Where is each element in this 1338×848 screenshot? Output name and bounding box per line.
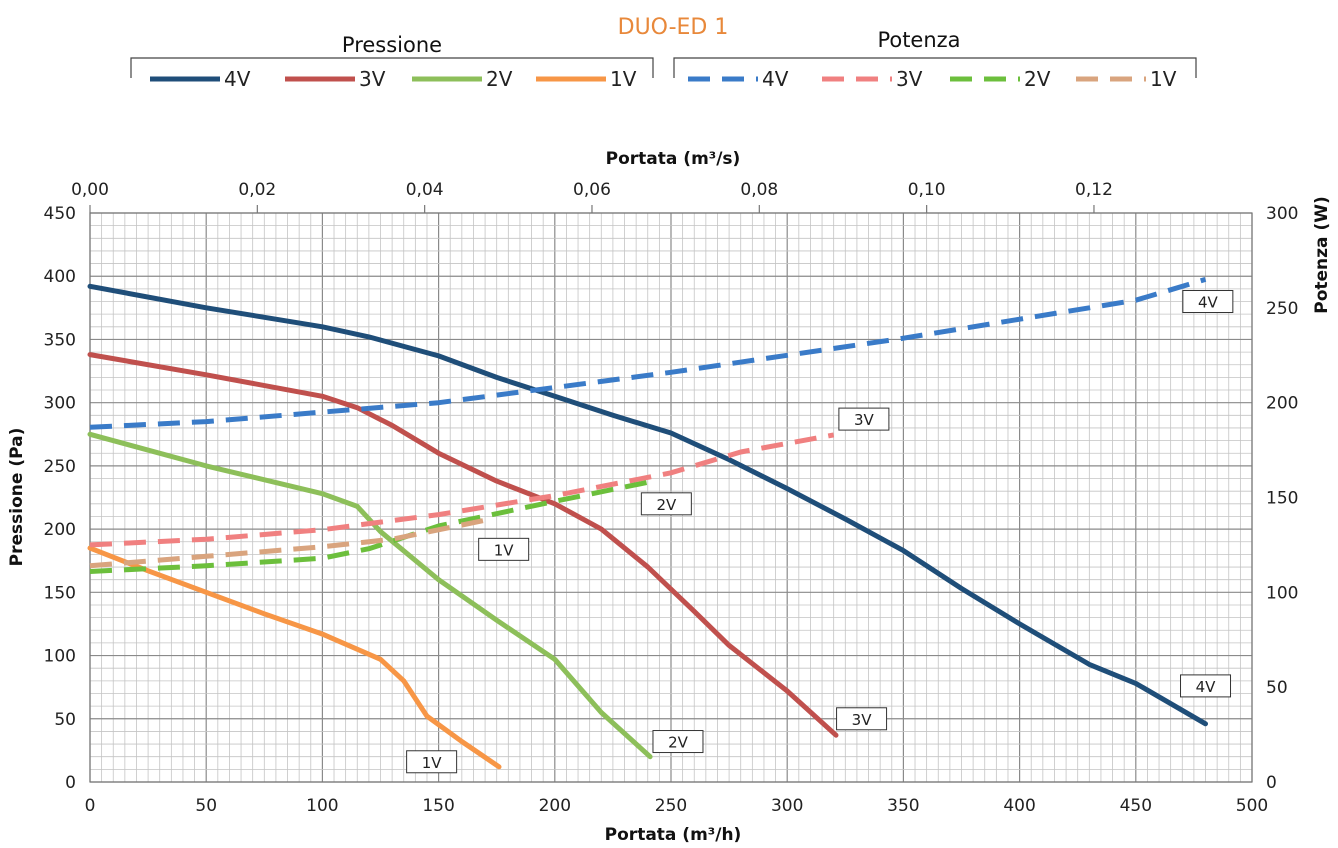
y-right-tick-label: 250 — [1266, 299, 1298, 319]
legend-item-pressure-1V: 1V — [536, 67, 637, 91]
legend-label: 1V — [610, 67, 637, 91]
x-tick-label: 400 — [1003, 796, 1035, 816]
x-tick-label: 50 — [195, 796, 217, 816]
annotation-label: 4V — [1198, 294, 1219, 312]
annotation-box — [652, 730, 704, 754]
x-tick-label: 450 — [1120, 796, 1152, 816]
series-pressure-4V — [87, 283, 1208, 727]
y-right-tick-label: 150 — [1266, 489, 1298, 509]
legend-label: 2V — [486, 67, 513, 91]
y-left-tick-label: 50 — [54, 710, 76, 730]
legend-item-power-4V: 4V — [688, 67, 789, 91]
series-pressure-1V — [87, 545, 502, 770]
legend-item-pressure-3V: 3V — [285, 67, 386, 91]
legend-item-power-1V: 1V — [1076, 67, 1177, 91]
legend-pressure-bracket — [130, 57, 654, 78]
y-right-tick-label: 0 — [1266, 773, 1277, 793]
legend-power-bracket — [673, 57, 1197, 78]
y-left-tick-label: 450 — [44, 204, 76, 224]
legend-item-power-2V: 2V — [950, 67, 1051, 91]
y-axis-left-title: Pressione (Pa) — [7, 428, 27, 567]
legend-label: 2V — [1024, 67, 1051, 91]
legend-label: 3V — [359, 67, 386, 91]
series-power-3V — [89, 432, 835, 548]
annotation-1V: 1V — [478, 537, 530, 561]
legend-item-pressure-4V: 4V — [150, 67, 251, 91]
legend-pressure-title: Pressione — [342, 33, 442, 57]
legend-power-title: Potenza — [877, 28, 960, 52]
axis-ticks: 0 50 100 150 200 250 300 350 400 450 5000501001502… — [44, 180, 1299, 816]
legend: Pressione Potenza 4V 3V 2V 1V 4V 3V 2V 1V — [130, 28, 1197, 91]
annotation-label: 4V — [1196, 678, 1217, 696]
series-power-1V — [89, 517, 486, 569]
annotation-1V: 1V — [406, 750, 458, 774]
y-right-tick-label: 100 — [1266, 583, 1298, 603]
x-tick-label: 200 — [539, 796, 571, 816]
x-top-tick-label: 0,12 — [1075, 180, 1113, 200]
x-tick-label: 350 — [887, 796, 919, 816]
y-left-tick-label: 350 — [44, 330, 76, 350]
series-power-4V — [89, 277, 1207, 430]
chart-title: DUO-ED 1 — [618, 15, 729, 40]
annotation-box — [1182, 290, 1234, 314]
series-pressure-2V — [87, 431, 653, 760]
x-tick-label: 0 — [85, 796, 96, 816]
annotation-3V: 3V — [838, 407, 890, 431]
series-pressure-3V — [87, 352, 839, 738]
annotation-label: 1V — [422, 754, 443, 772]
x-tick-label: 300 — [771, 796, 803, 816]
x-tick-label: 500 — [1236, 796, 1268, 816]
x-top-tick-label: 0,00 — [71, 180, 109, 200]
legend-item-power-3V: 3V — [822, 67, 923, 91]
annotation-label: 3V — [854, 411, 875, 429]
x-tick-label: 100 — [306, 796, 338, 816]
y-right-tick-label: 50 — [1266, 678, 1288, 698]
annotation-2V: 2V — [640, 492, 692, 516]
y-left-tick-label: 300 — [44, 394, 76, 414]
annotation-box — [640, 492, 692, 516]
y-right-tick-label: 200 — [1266, 394, 1298, 414]
y-axis-right-title: Potenza (W) — [1312, 196, 1332, 313]
y-left-tick-label: 100 — [44, 647, 76, 667]
y-left-tick-label: 400 — [44, 267, 76, 287]
series-power-2V — [89, 479, 649, 574]
x-axis-top-title: Portata (m³/s) — [606, 149, 741, 169]
annotation-2V: 2V — [652, 730, 704, 754]
legend-label: 4V — [762, 67, 789, 91]
x-tick-label: 250 — [655, 796, 687, 816]
y-left-tick-label: 0 — [65, 773, 76, 793]
y-left-tick-label: 200 — [44, 520, 76, 540]
x-axis-bottom-title: Portata (m³/h) — [605, 825, 742, 845]
y-left-tick-label: 250 — [44, 457, 76, 477]
annotation-label: 1V — [494, 541, 515, 559]
x-top-tick-label: 0,06 — [573, 180, 611, 200]
annotation-label: 3V — [852, 711, 873, 729]
annotation-box — [478, 537, 530, 561]
annotation-box — [836, 707, 888, 731]
legend-label: 3V — [896, 67, 923, 91]
annotation-box — [1180, 674, 1232, 698]
series-layer — [87, 277, 1208, 770]
plot-frame — [89, 212, 1253, 783]
y-left-tick-label: 150 — [44, 583, 76, 603]
x-top-tick-label: 0,02 — [238, 180, 276, 200]
x-tick-label: 150 — [422, 796, 454, 816]
annotation-label: 2V — [656, 496, 677, 514]
annotation-layer: 4V 4V 3V 3V 2V 2V 1V 1V — [406, 290, 1234, 774]
y-right-tick-label: 300 — [1266, 204, 1298, 224]
annotation-box — [406, 750, 458, 774]
legend-label: 4V — [224, 67, 251, 91]
legend-item-pressure-2V: 2V — [412, 67, 513, 91]
x-top-tick-label: 0,04 — [406, 180, 444, 200]
annotation-box — [838, 407, 890, 431]
annotation-4V: 4V — [1180, 674, 1232, 698]
x-top-tick-label: 0,10 — [908, 180, 946, 200]
annotation-4V: 4V — [1182, 290, 1234, 314]
annotation-3V: 3V — [836, 707, 888, 731]
annotation-label: 2V — [668, 734, 689, 752]
legend-label: 1V — [1150, 67, 1177, 91]
x-top-tick-label: 0,08 — [740, 180, 778, 200]
